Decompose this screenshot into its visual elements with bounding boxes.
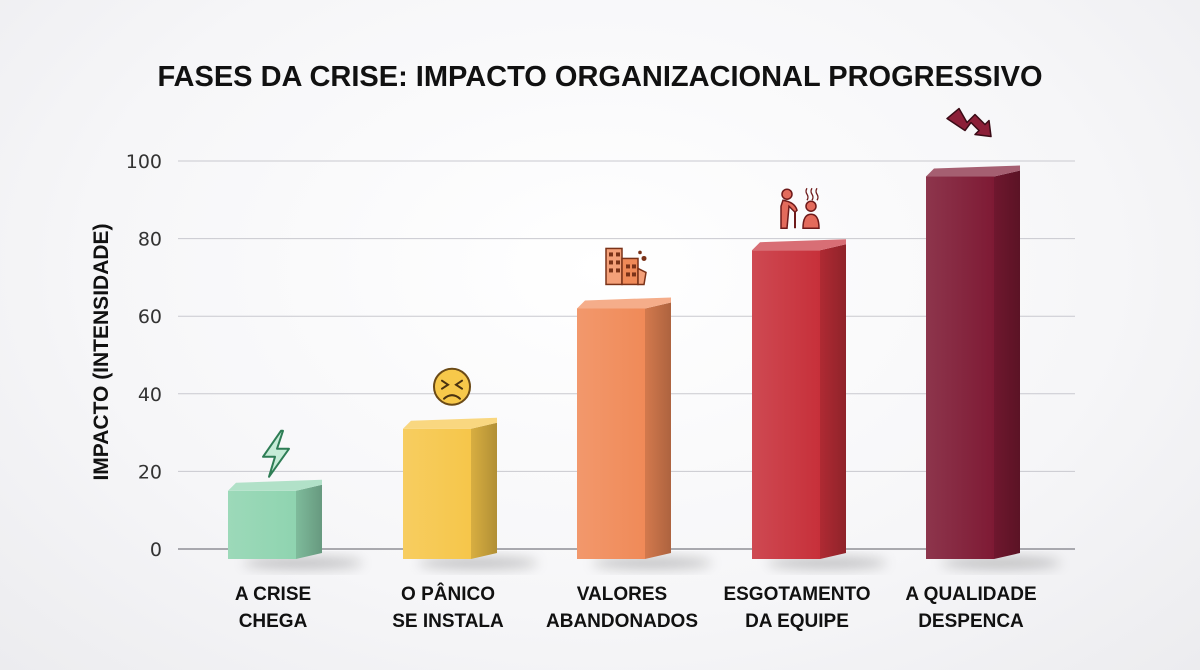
category-label: A QUALIDADE <box>905 584 1036 605</box>
category-label: VALORES <box>577 584 667 605</box>
bar-shadow <box>418 557 538 569</box>
bar-top <box>577 297 671 309</box>
bar-top <box>752 239 846 251</box>
worried-face-icon <box>433 367 471 406</box>
category-label: A CRISE <box>235 584 311 605</box>
category-label: O PÂNICO <box>401 583 495 605</box>
y-tick-label: 0 <box>150 539 162 561</box>
bar-side <box>471 422 497 559</box>
bar-shadow <box>243 557 363 569</box>
chart-title: FASES DA CRISE: IMPACTO ORGANIZACIONAL P… <box>157 61 1042 93</box>
category-label: ESGOTAMENTO <box>723 584 870 605</box>
bar-front <box>403 428 471 559</box>
bar-front <box>577 308 645 559</box>
bar-4 <box>752 239 887 569</box>
bar-side <box>296 484 322 559</box>
bar-shadow <box>592 557 712 569</box>
bar-top <box>403 417 497 429</box>
y-tick-label: 60 <box>138 306 162 328</box>
bar-front <box>752 250 820 560</box>
y-tick-label: 40 <box>138 384 162 406</box>
y-axis-ticks: 0 20 40 60 80 100 <box>126 151 162 561</box>
category-label: DA EQUIPE <box>745 611 849 632</box>
bar-5 <box>926 165 1061 569</box>
bar-icons <box>262 107 992 478</box>
bar-side <box>645 302 671 559</box>
bar-top <box>926 165 1020 177</box>
y-tick-label: 20 <box>138 461 162 483</box>
category-labels: A CRISE CHEGA O PÂNICO SE INSTALA VALORES ABA… <box>235 583 1037 632</box>
y-axis-label: IMPACTO (INTENSIDADE) <box>90 223 113 480</box>
bar-shadow <box>767 557 887 569</box>
category-label: CHEGA <box>239 611 308 632</box>
category-label: SE INSTALA <box>392 611 504 632</box>
bar-front <box>228 490 296 559</box>
crumbling-building-icon <box>605 247 647 286</box>
bar-1 <box>228 479 363 569</box>
bar-side <box>820 244 846 560</box>
category-label: ABANDONADOS <box>546 611 698 632</box>
lightning-icon <box>262 429 290 478</box>
bar-front <box>926 176 994 559</box>
bar-side <box>994 170 1020 559</box>
bar-2 <box>403 417 538 569</box>
bars <box>228 165 1061 569</box>
exhausted-people-icon <box>780 187 820 229</box>
bar-shadow <box>941 557 1061 569</box>
y-tick-label: 80 <box>138 229 162 251</box>
y-tick-label: 100 <box>126 151 162 173</box>
bar-top <box>228 479 322 491</box>
downtrend-arrow-icon <box>946 107 992 138</box>
category-label: DESPENCA <box>918 611 1024 632</box>
bar-3 <box>577 297 712 569</box>
